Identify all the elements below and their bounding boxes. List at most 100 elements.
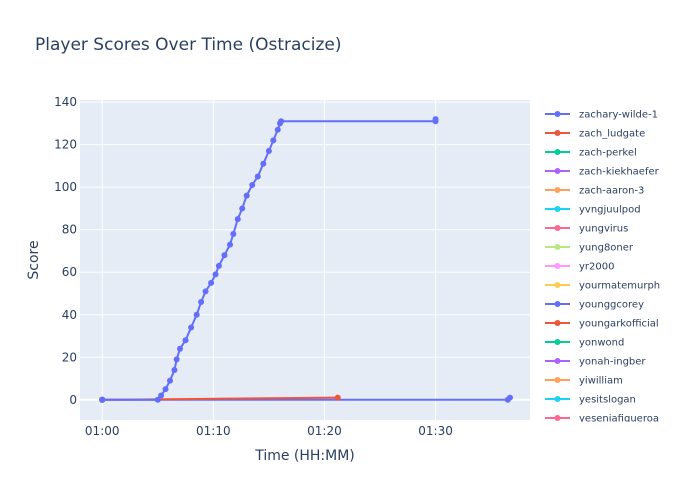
y-tick-label: 140 — [54, 95, 77, 109]
legend-label: yungvirus — [579, 224, 628, 235]
x-axis-ticks: 01:00 01:10 01:20 01:30 — [85, 424, 453, 438]
legend-item[interactable]: yourmatemurph — [545, 281, 660, 292]
legend-item[interactable]: yiwilliam — [545, 376, 623, 387]
series-layer — [99, 116, 513, 403]
legend-label: yonah-ingber — [579, 357, 646, 368]
legend-label: youngarkofficial — [579, 319, 659, 330]
legend-label: zach-aaron-3 — [579, 186, 644, 197]
data-point[interactable] — [208, 279, 215, 286]
x-tick-label: 01:30 — [418, 424, 453, 438]
legend-item[interactable]: zachary-wilde-1 — [545, 110, 658, 121]
y-tick-label: 80 — [62, 223, 77, 237]
legend-item[interactable]: yr2000 — [545, 262, 614, 273]
data-point[interactable] — [230, 230, 237, 237]
legend-marker-icon — [554, 225, 561, 231]
legend-item[interactable]: yesitslogan — [545, 395, 636, 406]
legend-marker-icon — [554, 301, 561, 307]
data-point[interactable] — [249, 182, 256, 189]
data-point[interactable] — [171, 367, 178, 374]
legend-label: yeseniafigueroa — [579, 414, 659, 425]
legend-marker-icon — [554, 282, 561, 288]
legend-marker-icon — [554, 377, 561, 383]
legend-label: zachary-wilde-1 — [579, 110, 658, 121]
legend-label: yesitslogan — [579, 395, 636, 406]
legend-marker-icon — [554, 130, 561, 136]
legend-marker-icon — [554, 111, 561, 117]
legend-marker-icon — [554, 415, 561, 421]
legend-marker-icon — [554, 168, 561, 174]
data-point[interactable] — [193, 311, 200, 318]
x-tick-label: 01:00 — [85, 424, 120, 438]
legend-marker-icon — [554, 187, 561, 193]
legend-item[interactable]: zach-kiekhaefer — [545, 167, 660, 178]
data-point[interactable] — [227, 241, 233, 248]
legend-item[interactable]: yeseniafigueroa — [545, 414, 659, 425]
data-point[interactable] — [212, 271, 219, 278]
legend[interactable]: zachary-wilde-1 zach_ludgate zach-perkel za… — [545, 110, 660, 425]
legend-label: yourmatemurph — [579, 281, 660, 292]
legend-marker-icon — [554, 320, 561, 326]
legend-label: zach-kiekhaefer — [579, 167, 660, 178]
legend-item[interactable]: zach-perkel — [545, 148, 637, 159]
plot-area — [80, 100, 530, 420]
data-point[interactable] — [270, 137, 277, 144]
data-point[interactable] — [274, 126, 281, 133]
legend-item[interactable]: yungvirus — [545, 224, 628, 235]
y-tick-label: 60 — [62, 265, 77, 279]
data-point[interactable] — [334, 394, 341, 401]
legend-label: zach_ludgate — [579, 129, 645, 140]
legend-label: younggcorey — [579, 300, 644, 311]
legend-item[interactable]: yonwond — [545, 338, 624, 349]
x-tick-label: 01:20 — [307, 424, 342, 438]
data-point[interactable] — [158, 392, 165, 399]
legend-item[interactable]: zach_ludgate — [545, 129, 645, 140]
x-tick-label: 01:10 — [196, 424, 231, 438]
data-point[interactable] — [198, 298, 205, 305]
legend-label: yr2000 — [579, 262, 614, 273]
y-axis-ticks: 0 20 40 60 80 100 120 140 — [54, 95, 77, 407]
data-point[interactable] — [243, 192, 250, 199]
data-point[interactable] — [167, 377, 173, 384]
y-tick-label: 40 — [62, 308, 77, 322]
data-point[interactable] — [215, 262, 222, 269]
legend-marker-icon — [554, 149, 561, 155]
data-point[interactable] — [202, 288, 209, 295]
data-point[interactable] — [234, 216, 241, 223]
legend-label: zach-perkel — [579, 148, 637, 159]
data-point[interactable] — [265, 148, 272, 155]
legend-item[interactable]: yung8oner — [545, 243, 634, 254]
data-point[interactable] — [182, 337, 189, 344]
data-point[interactable] — [507, 394, 513, 401]
legend-item[interactable]: yvngjuulpod — [545, 205, 641, 216]
chart-title: Player Scores Over Time (Ostracize) — [35, 35, 342, 55]
legend-marker-icon — [554, 244, 561, 250]
series-zachary-wilde-1 — [99, 116, 439, 403]
legend-label: yvngjuulpod — [579, 205, 641, 216]
legend-marker-icon — [554, 396, 561, 402]
legend-marker-icon — [554, 206, 561, 212]
data-point[interactable] — [432, 116, 439, 123]
y-tick-label: 120 — [54, 138, 77, 152]
legend-item[interactable]: zach-aaron-3 — [545, 186, 644, 197]
data-point[interactable] — [173, 356, 180, 363]
legend-item[interactable]: younggcorey — [545, 300, 644, 311]
y-tick-label: 100 — [54, 180, 77, 194]
legend-item[interactable]: youngarkofficial — [545, 319, 659, 330]
legend-marker-icon — [554, 339, 561, 345]
legend-marker-icon — [554, 358, 561, 364]
legend-label: yonwond — [579, 338, 624, 349]
y-tick-label: 0 — [69, 393, 77, 407]
data-point[interactable] — [177, 345, 183, 352]
data-point[interactable] — [154, 396, 161, 403]
data-point[interactable] — [278, 118, 285, 125]
data-point[interactable] — [99, 396, 106, 403]
data-point[interactable] — [162, 386, 169, 393]
data-point[interactable] — [221, 252, 228, 259]
data-point[interactable] — [188, 324, 195, 331]
legend-item[interactable]: yonah-ingber — [545, 357, 646, 368]
legend-label: yung8oner — [579, 243, 634, 254]
data-point[interactable] — [239, 205, 246, 212]
data-point[interactable] — [260, 160, 267, 167]
data-point[interactable] — [254, 173, 261, 180]
